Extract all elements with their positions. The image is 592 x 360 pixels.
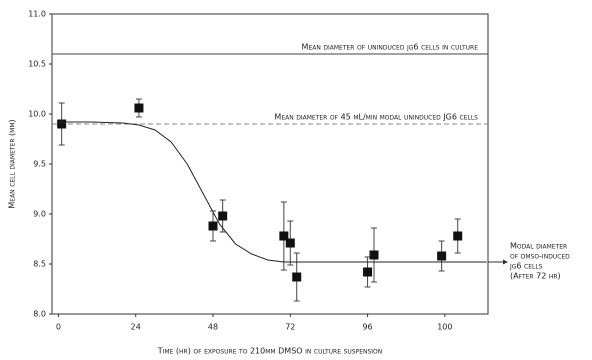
point	[57, 119, 67, 129]
reference-label: Mean diameter of 45 mL/min modal uninduc…	[274, 113, 478, 122]
fit-curve	[58, 121, 487, 263]
x-tick-label: 100	[437, 323, 452, 332]
x-tick-label: 96	[362, 323, 372, 332]
y-tick-label: 9.0	[33, 210, 46, 219]
point	[292, 272, 302, 282]
y-tick-label: 10.5	[28, 60, 46, 69]
point	[279, 231, 289, 241]
x-tick-label: 24	[131, 323, 141, 332]
point	[437, 251, 447, 261]
y-tick-label: 10.0	[28, 110, 46, 119]
annotation: Modal diameter	[510, 242, 567, 251]
y-tick-label: 9.5	[33, 160, 46, 169]
x-axis-label: Time (hr) of exposure to 210µm DMSO in c…	[157, 347, 383, 356]
x-tick-label: 48	[208, 323, 218, 332]
point	[208, 221, 218, 231]
point	[134, 103, 144, 113]
y-tick-label: 8.5	[33, 260, 46, 269]
y-tick-label: 11.0	[28, 10, 46, 19]
y-axis-label: Mean cell diameter (µm)	[8, 119, 17, 208]
point	[285, 238, 295, 248]
arrow-head	[503, 259, 508, 265]
y-tick-label: 8.0	[33, 310, 46, 319]
annotation: (After 72 hr)	[510, 272, 561, 281]
annotation: of dmso-induced	[510, 252, 570, 261]
point	[453, 231, 463, 241]
reference-label: Mean diameter of uninduced jg6 cells in …	[302, 43, 479, 52]
plot-frame	[51, 13, 489, 315]
point	[369, 250, 379, 260]
x-tick-label: 72	[285, 323, 295, 332]
annotation: jg6 cells	[509, 262, 543, 271]
point	[218, 211, 228, 221]
point	[363, 267, 373, 277]
x-tick-label: 0	[56, 323, 61, 332]
